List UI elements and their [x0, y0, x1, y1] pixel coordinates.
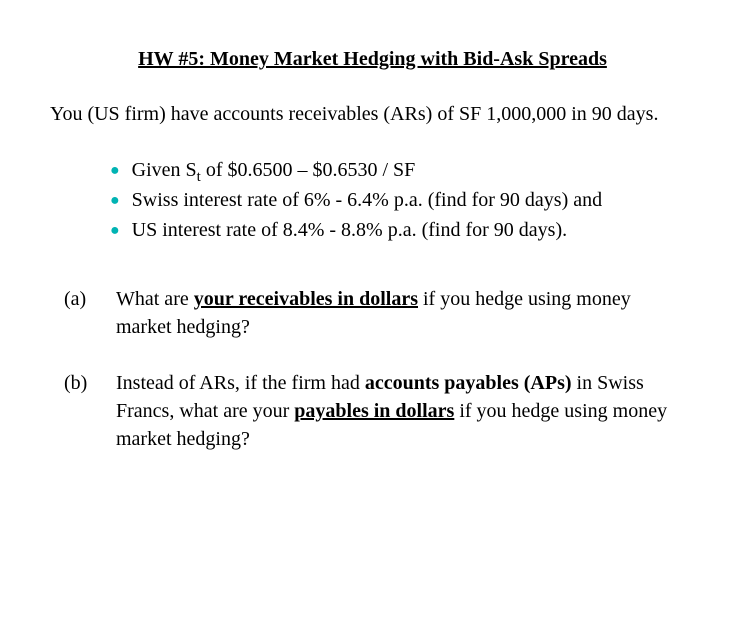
emphasis-bold-underline: payables in dollars: [294, 400, 454, 422]
bullet-icon: ●: [110, 219, 120, 243]
bullet-icon: ●: [110, 159, 120, 183]
list-item: ● US interest rate of 8.4% - 8.8% p.a. (…: [110, 215, 695, 245]
text-fragment: of $0.6500 – $0.6530 / SF: [201, 159, 415, 181]
list-item: ● Given St of $0.6500 – $0.6530 / SF: [110, 155, 695, 185]
list-item: ● Swiss interest rate of 6% - 6.4% p.a. …: [110, 185, 695, 215]
text-fragment: What are: [116, 288, 194, 310]
question-label: (b): [64, 369, 116, 453]
bullet-text: Given St of $0.6500 – $0.6530 / SF: [132, 155, 416, 185]
bullet-text: Swiss interest rate of 6% - 6.4% p.a. (f…: [132, 185, 602, 215]
page-title: HW #5: Money Market Hedging with Bid-Ask…: [110, 48, 635, 71]
question-body: What are your receivables in dollars if …: [116, 285, 695, 341]
bullet-icon: ●: [110, 189, 120, 213]
question-body: Instead of ARs, if the firm had accounts…: [116, 369, 695, 453]
question-label: (a): [64, 285, 116, 341]
bullet-list: ● Given St of $0.6500 – $0.6530 / SF ● S…: [110, 155, 695, 245]
question-a: (a) What are your receivables in dollars…: [64, 285, 695, 341]
document-page: HW #5: Money Market Hedging with Bid-Ask…: [0, 0, 745, 453]
intro-text: You (US firm) have accounts receivables …: [50, 101, 695, 127]
emphasis-bold-underline: your receivables in dollars: [194, 288, 418, 310]
bullet-text: US interest rate of 8.4% - 8.8% p.a. (fi…: [132, 215, 567, 245]
text-fragment: Instead of ARs, if the firm had: [116, 372, 365, 394]
question-b: (b) Instead of ARs, if the firm had acco…: [64, 369, 695, 453]
question-list: (a) What are your receivables in dollars…: [64, 285, 695, 453]
emphasis-bold: accounts payables (APs): [365, 372, 572, 394]
text-fragment: Given S: [132, 159, 197, 181]
